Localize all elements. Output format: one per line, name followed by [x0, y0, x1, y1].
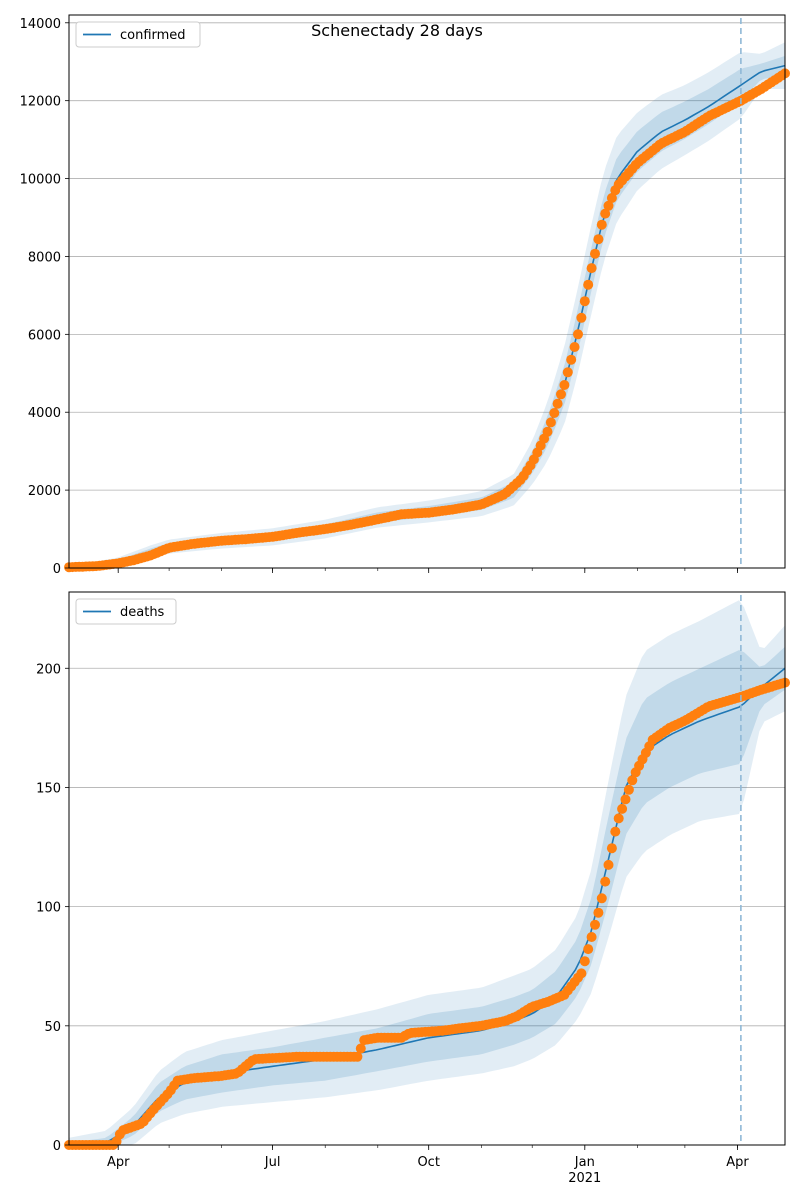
figure-title: Schenectady 28 days — [311, 21, 483, 40]
y-tick-label: 0 — [53, 1139, 61, 1154]
observed-point — [556, 389, 566, 400]
observed-point — [623, 784, 634, 795]
observed-point — [573, 329, 583, 340]
observed-point — [579, 956, 590, 967]
observed-point — [542, 426, 553, 437]
y-tick-label: 200 — [36, 662, 61, 677]
observed-point — [627, 775, 638, 786]
confirmed-panel: 0 2000 4000 6000 8000 10000 12000 14000 confirm… — [20, 14, 790, 577]
inner-uncertainty-band — [69, 646, 785, 1145]
observed-point — [576, 968, 587, 979]
observed-point — [579, 296, 590, 307]
observed-point — [545, 417, 556, 428]
observed-point — [613, 813, 624, 824]
observed-point — [617, 803, 628, 814]
y-tick-label: 2000 — [28, 484, 61, 499]
observed-point — [593, 234, 604, 245]
observed-point — [566, 354, 577, 365]
x-tick-label: Apr — [107, 1155, 130, 1170]
x-tick-year-label: 2021 — [568, 1171, 601, 1186]
deaths-plot-frame — [68, 591, 786, 1146]
y-tick-label: 100 — [36, 901, 61, 916]
deaths-bands — [69, 600, 785, 1145]
deaths-observed-points — [64, 677, 790, 1150]
y-tick-label: 0 — [53, 562, 61, 577]
confirmed-plot-frame — [68, 14, 786, 569]
observed-point — [559, 380, 570, 390]
observed-point — [596, 893, 607, 904]
observed-point — [606, 193, 617, 203]
observed-point — [593, 907, 604, 918]
observed-point — [552, 398, 563, 409]
confirmed-x-axis — [117, 568, 738, 573]
y-tick-label: 12000 — [20, 95, 61, 110]
legend-label-deaths: deaths — [120, 605, 165, 620]
confirmed-y-axis: 0 2000 4000 6000 8000 10000 12000 14000 — [20, 17, 69, 577]
observed-point — [606, 843, 617, 854]
y-tick-label: 50 — [44, 1020, 61, 1035]
legend-box — [75, 21, 201, 48]
confirmed-legend: confirmed — [75, 21, 201, 48]
y-tick-label: 10000 — [20, 173, 61, 188]
observed-point — [600, 876, 611, 887]
confirmed-bands — [69, 42, 785, 569]
observed-point — [569, 342, 580, 352]
observed-point — [549, 408, 560, 418]
observed-point — [610, 826, 621, 837]
x-tick-label: Jan — [574, 1155, 595, 1170]
observed-point — [596, 219, 607, 230]
observed-point — [586, 932, 597, 942]
y-tick-label: 4000 — [28, 406, 61, 421]
confirmed-observed-points — [64, 68, 790, 573]
deaths-y-axis: 0 50 100 150 200 — [36, 662, 69, 1154]
y-tick-label: 150 — [36, 781, 61, 796]
confirmed-gridlines — [69, 22, 785, 569]
inner-uncertainty-band — [69, 55, 785, 568]
x-tick-label: Oct — [417, 1155, 439, 1170]
legend-label-confirmed: confirmed — [120, 28, 186, 43]
observed-point — [583, 944, 594, 955]
observed-point — [600, 208, 611, 219]
legend-box — [75, 598, 177, 625]
observed-point — [590, 248, 600, 259]
observed-point — [352, 1051, 363, 1062]
observed-point — [620, 794, 631, 805]
x-tick-label: Apr — [726, 1155, 749, 1170]
observed-point — [562, 367, 573, 378]
observed-point — [586, 263, 597, 274]
deaths-legend: deaths — [75, 598, 177, 625]
outer-uncertainty-band — [69, 42, 785, 569]
y-tick-label: 6000 — [28, 328, 61, 343]
x-tick-label: Jul — [264, 1155, 281, 1170]
observed-point — [590, 919, 600, 930]
observed-point — [355, 1043, 366, 1054]
y-tick-label: 14000 — [20, 17, 61, 32]
observed-point — [603, 200, 614, 211]
y-tick-label: 8000 — [28, 250, 61, 265]
observed-point — [576, 312, 587, 323]
observed-point — [603, 859, 614, 870]
observed-point — [583, 279, 594, 290]
